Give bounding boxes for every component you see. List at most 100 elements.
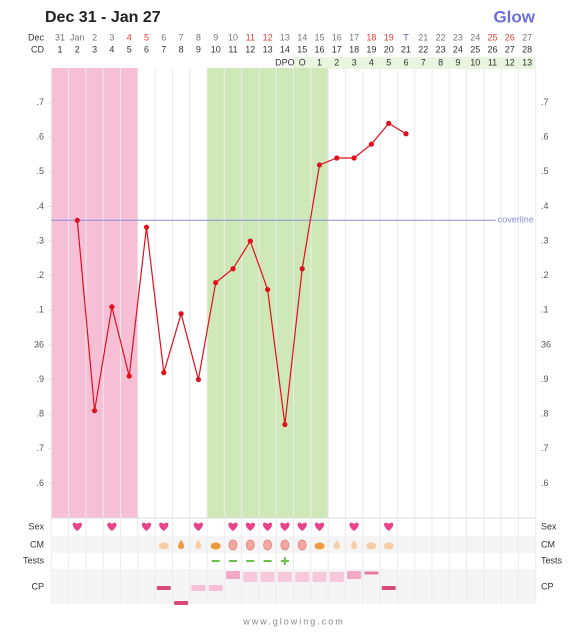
y-tick-label-right: .5: [541, 166, 549, 176]
temperature-line: [76, 122, 407, 425]
cp-icon: [347, 571, 362, 579]
temperature-point: [351, 155, 357, 161]
dpo-label: O: [299, 57, 306, 67]
temperature-point: [368, 141, 374, 147]
tests-row-label-right: Tests: [541, 555, 563, 565]
temperature-point: [74, 217, 80, 223]
footer: www.glowing.com: [242, 616, 345, 626]
temperature-point: [109, 304, 115, 310]
date-label: 11: [246, 32, 255, 42]
cm-blob-icon: [314, 542, 325, 550]
sex-row-label: Sex: [28, 521, 44, 531]
temperature-point: [403, 131, 409, 137]
date-label: 15: [314, 32, 324, 42]
cm-row-label: CM: [30, 539, 44, 549]
temperature-point: [213, 280, 219, 286]
date-label: 14: [297, 32, 307, 42]
y-tick-label-right: .1: [541, 305, 549, 315]
date-label: 7: [179, 32, 184, 42]
y-tick-label: .7: [36, 97, 44, 107]
cm-drop-icon: [195, 540, 202, 549]
tests-row-label: Tests: [23, 555, 45, 565]
cd-label: 3: [92, 44, 97, 54]
cp-icon: [381, 586, 396, 590]
cd-label: 9: [196, 44, 201, 54]
y-tick-label: .3: [36, 235, 44, 245]
test-positive-icon: [280, 557, 289, 565]
date-label: 13: [280, 32, 290, 42]
y-tick-label: .5: [36, 166, 44, 176]
date-label: 5: [144, 32, 149, 42]
date-row-label: Dec: [28, 32, 45, 42]
dpo-label: 5: [386, 57, 391, 67]
y-tick-label: .4: [36, 201, 44, 211]
date-label: 3: [109, 32, 114, 42]
cm-row-label-right: CM: [541, 539, 555, 549]
cp-icon: [226, 571, 240, 579]
cd-label: 6: [144, 44, 149, 54]
y-tick-label: .1: [36, 305, 44, 315]
y-tick-label-right: .7: [541, 443, 549, 453]
cm-drop-icon: [178, 540, 185, 549]
y-tick-label: .6: [36, 132, 44, 142]
cd-label: 10: [211, 44, 221, 54]
date-label: 27: [522, 32, 532, 42]
temperature-point: [92, 408, 98, 414]
cm-blob-icon: [210, 542, 221, 550]
date-label: 10: [228, 32, 238, 42]
date-label: 12: [263, 32, 273, 42]
temperature-point: [282, 421, 288, 428]
cd-label: 15: [297, 44, 307, 54]
heart-icon: [193, 522, 204, 531]
cp-icon: [277, 572, 292, 582]
cm-blob-icon: [158, 542, 169, 550]
date-label: 8: [196, 32, 201, 42]
cd-label: 16: [314, 44, 324, 54]
y-tick-label-right: .6: [541, 132, 549, 142]
cm-egg-icon: [263, 539, 273, 551]
date-label: 9: [213, 32, 218, 42]
y-tick-label-right: .6: [541, 478, 549, 488]
cd-label: 12: [245, 44, 255, 54]
temperature-point: [386, 120, 392, 126]
date-label: 26: [505, 32, 515, 42]
cd-label: 18: [349, 44, 359, 54]
cd-label: 23: [436, 44, 446, 54]
y-tick-label-right: .7: [541, 97, 549, 107]
temperature-point: [316, 162, 323, 168]
dpo-label: 9: [455, 57, 460, 67]
y-tick-label: .8: [36, 409, 44, 419]
cd-label: 11: [228, 44, 237, 54]
heart-icon: [280, 522, 290, 531]
heart-icon: [245, 522, 255, 531]
dpo-label: 2: [334, 57, 339, 67]
date-label: 6: [161, 32, 166, 42]
y-tick-label-right: 36: [541, 339, 551, 349]
date-label: 4: [127, 32, 132, 42]
dpo-label: 12: [505, 57, 515, 67]
cm-egg-icon: [228, 539, 238, 551]
cp-row-label-right: CP: [541, 581, 554, 591]
heart-icon: [349, 522, 359, 531]
y-tick-label: .2: [36, 270, 44, 280]
brand-logo: Glow: [493, 7, 535, 26]
date-label: 21: [418, 32, 428, 42]
cm-blob-icon: [383, 542, 394, 550]
cp-icon: [312, 572, 327, 582]
dpo-label: 11: [488, 57, 497, 67]
heart-icon: [72, 522, 82, 531]
cd-label: 1: [57, 44, 62, 54]
cm-drop-icon: [351, 540, 358, 549]
dpo-label: 6: [403, 57, 408, 67]
temperature-point: [230, 266, 236, 272]
dpo-label: 8: [438, 57, 443, 67]
cd-label: 21: [401, 44, 411, 54]
cm-egg-icon: [280, 539, 290, 551]
y-tick-label-right: .2: [541, 270, 549, 280]
cd-label: 17: [332, 44, 342, 54]
cp-icon: [191, 585, 206, 591]
cd-label: 28: [522, 44, 532, 54]
cd-label: 14: [280, 44, 290, 54]
date-label: T: [403, 32, 409, 42]
date-label: Jan: [70, 32, 85, 42]
